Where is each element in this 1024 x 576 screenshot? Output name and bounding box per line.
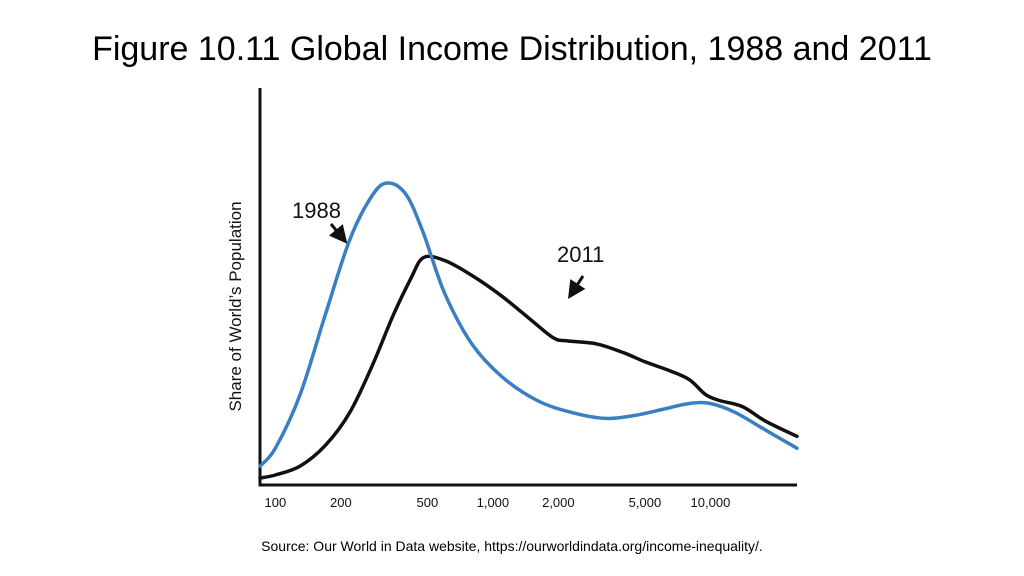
source-note: Source: Our World in Data website, https… [261, 538, 763, 554]
x-tick-label: 1,000 [477, 495, 510, 510]
annotation-arrow-2011 [568, 275, 586, 300]
annotation-label-2011: 2011 [557, 242, 604, 267]
series-line-1988 [258, 181, 799, 468]
y-axis-label: Share of World’s Population [226, 201, 245, 411]
x-tick-label: 100 [265, 495, 287, 510]
x-tick-label: 2,000 [542, 495, 575, 510]
slide-title: Figure 10.11 Global Income Distribution,… [92, 30, 932, 68]
x-tick-label: 500 [417, 495, 439, 510]
x-tick-label: 5,000 [629, 495, 662, 510]
x-tick-label: 10,000 [691, 495, 731, 510]
annotation-label-1988: 1988 [292, 198, 341, 223]
annotation-arrow-1988 [328, 223, 348, 244]
series-line-2011 [258, 254, 799, 480]
x-tick-label: 200 [330, 495, 352, 510]
